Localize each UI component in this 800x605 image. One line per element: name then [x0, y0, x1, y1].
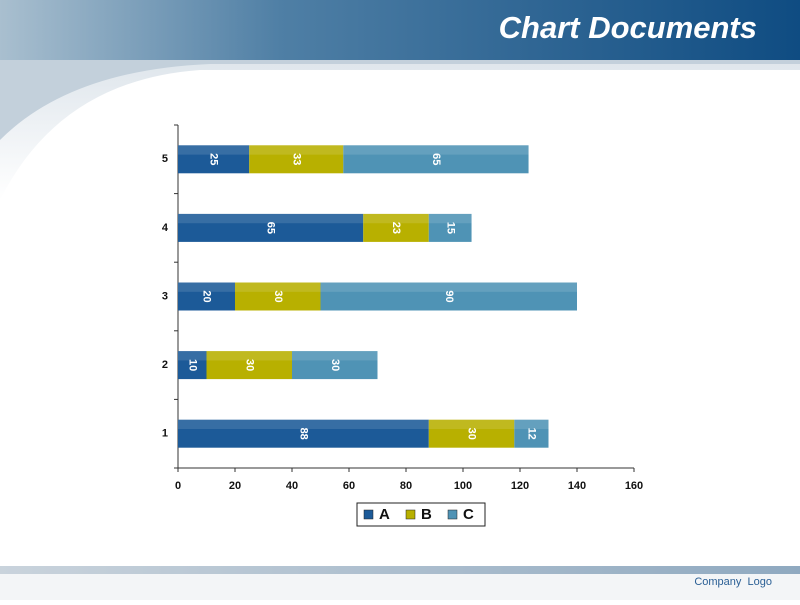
bar-shine — [178, 282, 235, 292]
data-label: 30 — [466, 428, 478, 440]
data-label: 15 — [444, 222, 456, 234]
bar-shine — [514, 419, 549, 430]
bar-shine — [178, 145, 250, 155]
bar-shine — [178, 213, 364, 224]
bar-segment — [178, 351, 207, 380]
bar-shine — [235, 282, 321, 292]
data-label: 10 — [186, 359, 198, 371]
x-tick-label: 20 — [229, 480, 241, 492]
slide-title: Chart Documents — [499, 10, 757, 45]
legend-box — [356, 502, 486, 527]
data-label: 65 — [265, 222, 277, 234]
bar-shine — [363, 213, 429, 224]
data-label: 30 — [272, 290, 284, 302]
data-label: 12 — [525, 428, 537, 440]
bar-segment — [292, 351, 378, 380]
bar-shine — [343, 145, 529, 155]
legend-swatch — [405, 509, 416, 520]
legend-swatch — [447, 509, 458, 520]
bar-segment — [320, 282, 577, 311]
data-label: 20 — [201, 290, 213, 302]
x-tick-label: 40 — [286, 480, 298, 492]
data-label: 30 — [329, 359, 341, 371]
bar-segment — [178, 145, 250, 174]
footer-band — [0, 566, 800, 574]
bar-shine — [428, 213, 472, 224]
header-swoosh — [0, 60, 800, 140]
y-tick-label: 5 — [162, 153, 168, 165]
bar-segment — [249, 145, 344, 174]
bar-shine — [206, 351, 292, 361]
bar-shine — [320, 282, 577, 292]
data-label: 65 — [430, 153, 442, 165]
bar-segment — [343, 145, 529, 174]
y-tick-label: 1 — [162, 428, 168, 440]
bar-segment — [235, 282, 321, 311]
data-label: 33 — [290, 153, 302, 165]
bar-shine — [178, 419, 429, 430]
x-tick-label: 140 — [568, 480, 586, 492]
data-label: 90 — [443, 290, 455, 302]
bar-shine — [249, 145, 344, 155]
x-tick-label: 160 — [625, 480, 643, 492]
bar-segment — [428, 213, 472, 242]
y-tick-label: 3 — [162, 290, 168, 302]
data-label: 25 — [208, 153, 220, 165]
bar-segment — [363, 213, 429, 242]
bar-segment — [206, 351, 292, 380]
bar-segment — [514, 419, 549, 448]
bar-shine — [428, 419, 515, 430]
x-tick-label: 60 — [343, 480, 355, 492]
legend-swatch — [363, 509, 374, 520]
x-tick-label: 80 — [400, 480, 412, 492]
legend-label: A — [379, 506, 390, 523]
header-band — [0, 0, 800, 62]
company-logo: Company Logo — [694, 576, 772, 588]
x-tick-label: 100 — [454, 480, 472, 492]
x-tick-label: 120 — [511, 480, 529, 492]
legend-label: B — [421, 506, 432, 523]
data-label: 23 — [390, 222, 402, 234]
y-tick-label: 4 — [162, 222, 169, 234]
bar-segment — [178, 419, 429, 448]
y-tick-label: 2 — [162, 359, 168, 371]
legend-label: C — [463, 506, 474, 523]
data-label: 88 — [297, 428, 309, 440]
bar-segment — [428, 419, 515, 448]
bar-shine — [292, 351, 378, 361]
data-label: 30 — [243, 359, 255, 371]
footer — [0, 574, 800, 600]
bar-segment — [178, 213, 364, 242]
bar-segment — [178, 282, 235, 311]
x-tick-label: 0 — [175, 480, 181, 492]
bar-shine — [178, 351, 207, 361]
